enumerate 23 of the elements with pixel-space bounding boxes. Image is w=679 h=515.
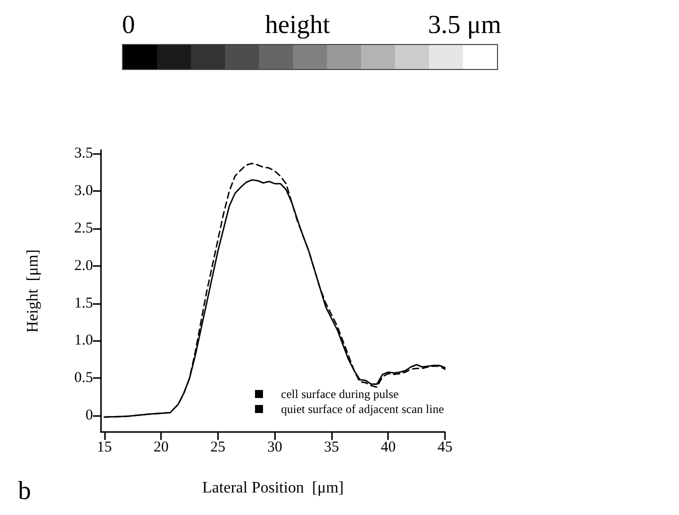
text: 3.5 μm — [428, 10, 502, 39]
text: height — [265, 10, 330, 39]
x-tick-label: 25 — [210, 440, 226, 456]
y-tick-label: 2.0 — [74, 258, 93, 274]
text: 0 — [122, 10, 135, 39]
y-tick-label: 3.5 — [74, 146, 93, 162]
y-tick-label: 0.5 — [74, 370, 93, 386]
y-tick-label: 2.5 — [74, 220, 93, 237]
x-tick-label: 40 — [380, 440, 396, 456]
x-tick-label: 15 — [96, 440, 112, 456]
y-tick-label: 1.5 — [74, 295, 93, 312]
legend-label: quiet surface of adjacent scan line — [281, 402, 444, 416]
x-tick-label: 45 — [438, 440, 452, 456]
y-axis-title: Height [μm] — [24, 249, 42, 333]
x-tick-label: 30 — [267, 440, 282, 456]
legend-label: cell surface during pulse — [281, 387, 399, 401]
y-tick-label: 1.0 — [74, 332, 93, 349]
x-axis-title: Lateral Position [μm] — [202, 480, 344, 496]
x-tick-label: 35 — [324, 440, 339, 456]
y-tick-label: 3.0 — [74, 183, 93, 200]
y-tick-label: 0 — [86, 408, 93, 424]
text: b — [18, 476, 31, 505]
x-tick-label: 20 — [154, 440, 169, 456]
